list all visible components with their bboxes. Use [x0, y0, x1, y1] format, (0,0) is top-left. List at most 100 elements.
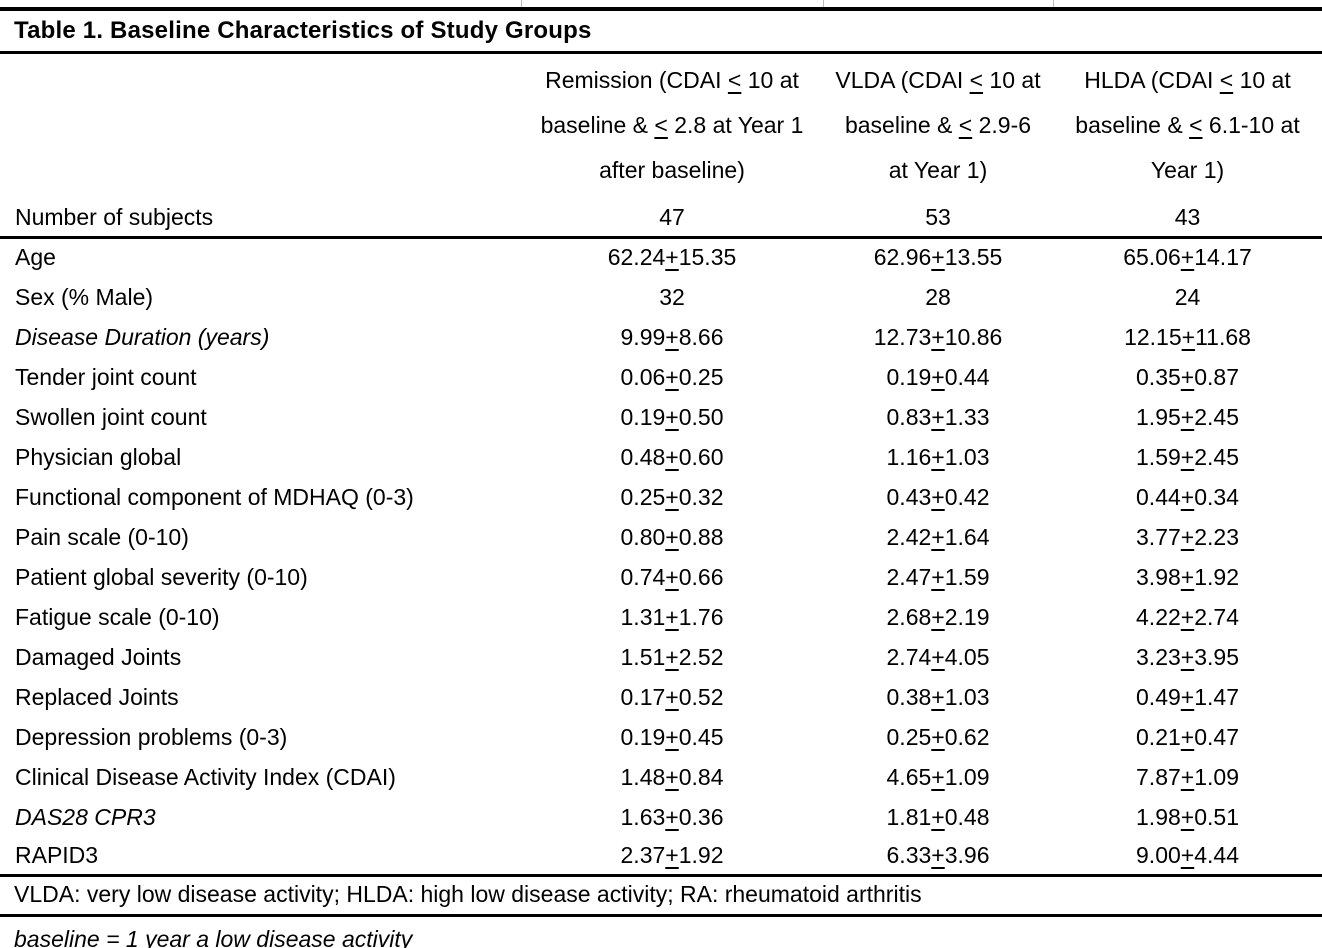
value-cell-vlda: 28 [925, 283, 951, 310]
table-row: Clinical Disease Activity Index (CDAI) 1.… [0, 757, 1322, 797]
value-cell-vlda: 53 [925, 203, 951, 230]
row-label: Pain scale (0-10) [15, 523, 189, 550]
row-label: Sex (% Male) [15, 283, 154, 310]
row-label: Depression problems (0-3) [15, 723, 288, 750]
value-cell-hlda: 1.95+2.45 [1136, 403, 1239, 430]
value-cell-hlda: 12.15+11.68 [1124, 323, 1251, 350]
value-cell-hlda: 0.35+0.87 [1136, 363, 1239, 390]
value-cell-hlda: 0.44+0.34 [1136, 483, 1239, 510]
table-row: Tender joint count 0.06+0.25 0.19+0.44 0.35… [0, 357, 1322, 397]
table-row: RAPID3 2.37+1.92 6.33+3.96 9.00+4.44 [0, 837, 1322, 875]
value-cell-hlda: 9.00+4.44 [1136, 841, 1239, 868]
table-row: Depression problems (0-3) 0.19+0.45 0.25+0… [0, 717, 1322, 757]
value-cell-vlda: 6.33+3.96 [886, 841, 990, 868]
value-cell-remission: 0.17+0.52 [620, 683, 724, 710]
table-row: Functional component of MDHAQ (0-3) 0.25+… [0, 477, 1322, 517]
baseline-definition-footnote: baseline = 1 year a low disease activity [14, 925, 413, 948]
table-row: Damaged Joints 1.51+2.52 2.74+4.05 3.23+3.9… [0, 637, 1322, 677]
value-cell-hlda: 0.21+0.47 [1136, 723, 1239, 750]
value-cell-remission: 2.37+1.92 [620, 841, 724, 868]
row-label: Number of subjects [15, 203, 214, 230]
abbreviations-footnote: VLDA: very low disease activity; HLDA: h… [0, 877, 1322, 917]
column-header-remission: Remission (CDAI < 10 at baseline & < 2.8… [540, 67, 804, 183]
header-row: Remission (CDAI < 10 at baseline & < 2.8… [0, 54, 1322, 199]
value-cell-remission: 1.63+0.36 [620, 803, 724, 830]
value-cell-hlda: 43 [1174, 203, 1201, 230]
table-body: Number of subjects 47 53 43 Age 62.24+15.35 62… [0, 199, 1322, 875]
row-label: Swollen joint count [15, 403, 207, 430]
value-cell-remission: 9.99+8.66 [620, 323, 724, 350]
table-row: Pain scale (0-10) 0.80+0.88 2.42+1.64 3.77+… [0, 517, 1322, 557]
value-cell-remission: 0.74+0.66 [620, 563, 724, 590]
table-row: Age 62.24+15.35 62.96+13.55 65.06+14.17 [0, 237, 1322, 277]
value-cell-hlda: 1.98+0.51 [1136, 803, 1239, 830]
value-cell-remission: 32 [659, 283, 685, 310]
value-cell-remission: 62.24+15.35 [607, 244, 737, 271]
row-label: Tender joint count [15, 363, 197, 390]
value-cell-hlda: 1.59+2.45 [1136, 443, 1239, 470]
value-cell-vlda: 62.96+13.55 [873, 244, 1003, 271]
row-label: Functional component of MDHAQ (0-3) [15, 483, 414, 510]
row-label: Replaced Joints [15, 683, 179, 710]
value-cell-hlda: 3.98+1.92 [1136, 563, 1239, 590]
gridline [1053, 0, 1054, 7]
column-header-vlda: VLDA (CDAI < 10 at baseline & < 2.9-6 at… [835, 67, 1041, 183]
value-cell-vlda: 0.38+1.03 [886, 683, 990, 710]
value-cell-vlda: 1.81+0.48 [886, 803, 990, 830]
value-cell-hlda: 3.77+2.23 [1136, 523, 1239, 550]
value-cell-vlda: 4.65+1.09 [886, 763, 990, 790]
value-cell-remission: 0.19+0.50 [620, 403, 724, 430]
header-spacer [0, 54, 521, 199]
value-cell-vlda: 0.43+0.42 [886, 483, 990, 510]
table-title-bar: Table 1. Baseline Characteristics of Stu… [0, 7, 1322, 54]
table-row: Sex (% Male) 32 28 24 [0, 277, 1322, 317]
table-row: DAS28 CPR3 1.63+0.36 1.81+0.48 1.98+0.51 [0, 797, 1322, 837]
value-cell-vlda: 2.74+4.05 [886, 643, 990, 670]
value-cell-vlda: 2.47+1.59 [886, 563, 990, 590]
gridline [823, 0, 824, 7]
row-label: Age [15, 244, 56, 271]
table-row: Swollen joint count 0.19+0.50 0.83+1.33 1.9… [0, 397, 1322, 437]
value-cell-vlda: 12.73+10.86 [873, 323, 1003, 350]
table-row: Number of subjects 47 53 43 [0, 199, 1322, 237]
row-label: Disease Duration (years) [15, 323, 270, 350]
value-cell-remission: 1.48+0.84 [620, 763, 724, 790]
value-cell-remission: 0.80+0.88 [620, 523, 724, 550]
value-cell-remission: 0.25+0.32 [620, 483, 724, 510]
row-label: Fatigue scale (0-10) [15, 603, 220, 630]
row-label: RAPID3 [15, 841, 99, 868]
table-row: Fatigue scale (0-10) 1.31+1.76 2.68+2.19 4.… [0, 597, 1322, 637]
row-label: Physician global [15, 443, 182, 470]
value-cell-remission: 1.51+2.52 [620, 643, 724, 670]
value-cell-remission: 0.48+0.60 [620, 443, 724, 470]
baseline-characteristics-table: Remission (CDAI < 10 at baseline & < 2.8… [0, 54, 1322, 877]
value-cell-vlda: 0.25+0.62 [886, 723, 990, 750]
row-label: Clinical Disease Activity Index (CDAI) [15, 763, 396, 790]
value-cell-hlda: 24 [1174, 283, 1201, 310]
row-label: Damaged Joints [15, 643, 182, 670]
table-title: Table 1. Baseline Characteristics of Stu… [14, 17, 592, 44]
table-row: Physician global 0.48+0.60 1.16+1.03 1.59+2… [0, 437, 1322, 477]
value-cell-vlda: 2.68+2.19 [886, 603, 990, 630]
row-label: Patient global severity (0-10) [15, 563, 308, 590]
top-gridline-strip [0, 0, 1322, 7]
table-row: Disease Duration (years) 9.99+8.66 12.73+1… [0, 317, 1322, 357]
table-row: Replaced Joints 0.17+0.52 0.38+1.03 0.49+1.… [0, 677, 1322, 717]
value-cell-remission: 0.06+0.25 [620, 363, 724, 390]
table-row: Patient global severity (0-10) 0.74+0.66 2… [0, 557, 1322, 597]
value-cell-remission: 0.19+0.45 [620, 723, 724, 750]
value-cell-vlda: 1.16+1.03 [886, 443, 990, 470]
value-cell-remission: 1.31+1.76 [620, 603, 724, 630]
value-cell-vlda: 0.19+0.44 [886, 363, 990, 390]
value-cell-hlda: 65.06+14.17 [1123, 244, 1252, 271]
gridline [521, 0, 522, 7]
column-header-hlda: HLDA (CDAI < 10 at baseline & < 6.1-10 a… [1075, 67, 1300, 183]
value-cell-hlda: 3.23+3.95 [1136, 643, 1239, 670]
row-label: DAS28 CPR3 [15, 803, 156, 830]
value-cell-vlda: 2.42+1.64 [886, 523, 990, 550]
value-cell-hlda: 0.49+1.47 [1136, 683, 1239, 710]
value-cell-hlda: 7.87+1.09 [1136, 763, 1239, 790]
value-cell-vlda: 0.83+1.33 [886, 403, 990, 430]
value-cell-remission: 47 [659, 203, 685, 230]
